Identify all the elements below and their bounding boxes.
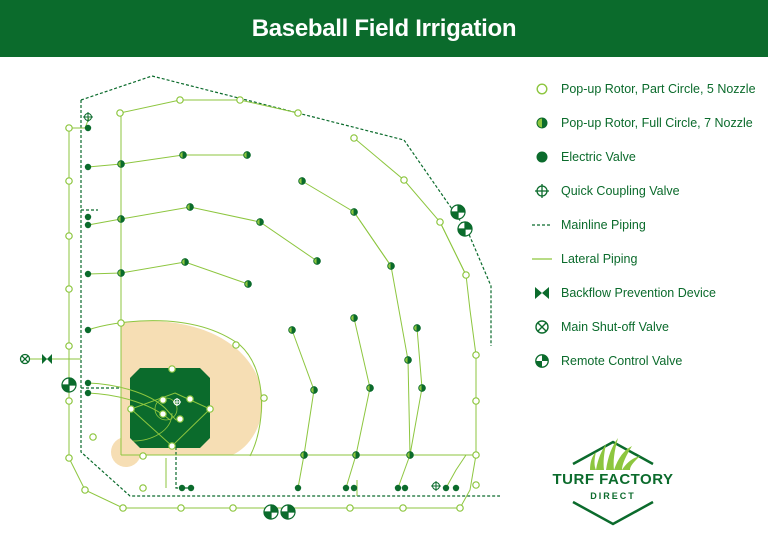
logo-name: TURF FACTORY <box>552 471 674 488</box>
page-title: Baseball Field Irrigation <box>251 14 517 42</box>
legend-label: Lateral Piping <box>561 252 638 266</box>
infield-grass <box>130 368 210 448</box>
legend-item-full-circle-rotor: Pop-up Rotor, Full Circle, 7 Nozzle <box>530 112 766 134</box>
rotor-121-164 <box>117 160 125 168</box>
rotor-part-circle-icon <box>536 83 548 95</box>
full-circle-rotors <box>117 151 426 459</box>
backflow-prevention-icon <box>535 287 549 299</box>
legend-label: Electric Valve <box>561 150 636 164</box>
remote-control-valve-icon <box>535 354 549 368</box>
backflow-prevention-device <box>42 354 52 364</box>
rotor-full-circle-icon <box>536 117 548 129</box>
legend-label: Pop-up Rotor, Part Circle, 5 Nozzle <box>561 82 756 96</box>
logo-subtitle: DIRECT <box>590 491 636 501</box>
legend-label: Pop-up Rotor, Full Circle, 7 Nozzle <box>561 116 753 130</box>
main-shutoff-valve-icon <box>535 320 549 334</box>
electric-valve-icon <box>536 151 548 163</box>
legend-item-lateral-piping: Lateral Piping <box>530 248 766 270</box>
legend-label: Quick Coupling Valve <box>561 184 680 198</box>
irrigation-diagram <box>19 75 500 520</box>
lateral-piping <box>23 99 477 509</box>
remote-control-valves <box>61 204 473 520</box>
mainline-piping-icon <box>532 224 552 226</box>
legend-item-backflow-prevention: Backflow Prevention Device <box>530 282 766 304</box>
legend-label: Remote Control Valve <box>561 354 683 368</box>
mainline-piping <box>80 75 500 497</box>
legend-item-remote-control-valve: Remote Control Valve <box>530 350 766 372</box>
legend-item-quick-coupling-valve: Quick Coupling Valve <box>530 180 766 202</box>
title-banner: Baseball Field Irrigation <box>0 0 768 57</box>
logo-emblem <box>572 438 654 526</box>
electric-valves <box>84 124 460 492</box>
legend-item-main-shutoff-valve: Main Shut-off Valve <box>530 316 766 338</box>
legend-item-electric-valve: Electric Valve <box>530 146 766 168</box>
legend-label: Main Shut-off Valve <box>561 320 669 334</box>
legend-label: Backflow Prevention Device <box>561 286 716 300</box>
legend-item-part-circle-rotor: Pop-up Rotor, Part Circle, 5 Nozzle <box>530 78 766 100</box>
legend-label: Mainline Piping <box>561 218 646 232</box>
quick-coupling-valve-icon <box>535 184 549 198</box>
lateral-piping-icon <box>532 258 552 260</box>
main-shutoff-valve <box>19 353 31 365</box>
quick-coupling-valves <box>83 112 441 491</box>
part-circle-rotors <box>65 96 480 512</box>
turf-factory-logo: TURF FACTORY DIRECT <box>548 436 678 526</box>
legend-item-mainline-piping: Mainline Piping <box>530 214 766 236</box>
